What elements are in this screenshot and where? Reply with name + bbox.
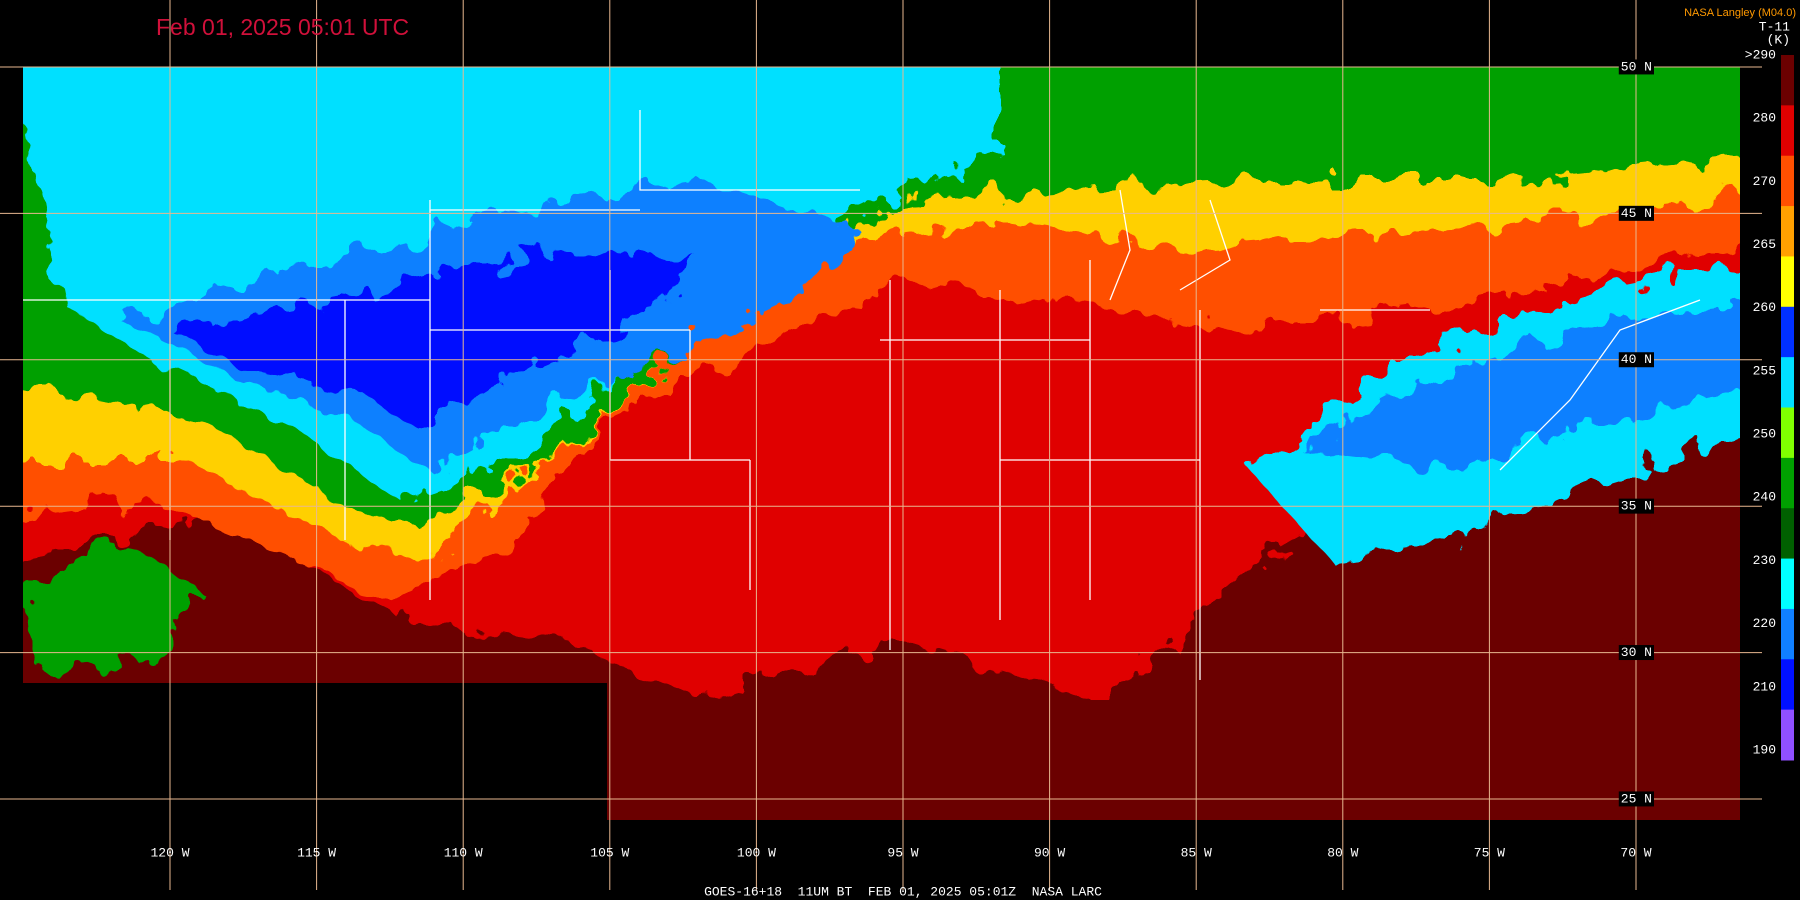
label-background bbox=[1618, 645, 1654, 661]
colorbar-label: 250 bbox=[1753, 427, 1776, 442]
colorbar-label: 240 bbox=[1753, 490, 1776, 505]
unit: (K) bbox=[1767, 32, 1790, 47]
product: T-11 bbox=[1759, 19, 1790, 34]
colorbar-segment bbox=[1781, 256, 1794, 308]
colorbar-label: 230 bbox=[1753, 553, 1776, 568]
longitude-label: 100 W bbox=[737, 845, 776, 860]
colorbar-label: 255 bbox=[1753, 363, 1776, 378]
colorbar-segment bbox=[1781, 206, 1794, 257]
latitude-label: 45 N bbox=[1621, 206, 1652, 221]
colorbar-segment bbox=[1781, 105, 1794, 157]
colorbar-segment bbox=[1781, 508, 1794, 560]
colorbar-segment bbox=[1781, 357, 1794, 408]
latitude-label: 50 N bbox=[1621, 59, 1652, 74]
colorbar-label: 270 bbox=[1753, 174, 1776, 189]
longitude-label: 90 W bbox=[1034, 845, 1065, 860]
colorbar-label: 260 bbox=[1753, 300, 1776, 315]
latitude-label: 25 N bbox=[1621, 791, 1652, 806]
longitude-label: 120 W bbox=[150, 845, 189, 860]
footer: GOES-16+18 11UM BT FEB 01, 2025 05:01Z N… bbox=[704, 884, 1102, 899]
colorbar-label: 265 bbox=[1753, 237, 1776, 252]
colorbar: >290 280 270 265 260 255 250 240 230 220 210 190 bbox=[1745, 47, 1794, 761]
latitude-label: 40 N bbox=[1621, 352, 1652, 367]
colorbar-segment bbox=[1781, 306, 1794, 358]
longitude-label: 115 W bbox=[297, 845, 336, 860]
label-background bbox=[1618, 352, 1654, 368]
longitude-label: 110 W bbox=[444, 845, 483, 860]
longitude-label: 105 W bbox=[590, 845, 629, 860]
label-background bbox=[1618, 59, 1654, 75]
label-background bbox=[1618, 498, 1654, 514]
latitude-label: 30 N bbox=[1621, 645, 1652, 660]
latitude-label: 35 N bbox=[1621, 499, 1652, 514]
colorbar-segment bbox=[1781, 155, 1794, 207]
colorbar-segment bbox=[1781, 558, 1794, 610]
longitude-label: 70 W bbox=[1620, 845, 1651, 860]
graticule: 120 W 115 W 110 W 105 W 100 W 95 W 90 W 85 W 80 … bbox=[0, 0, 1762, 890]
colorbar-segment bbox=[1781, 407, 1794, 459]
longitude-label: 85 W bbox=[1181, 845, 1212, 860]
credit: NASA Langley (M04.0) bbox=[1684, 7, 1796, 19]
colorbar-label: 220 bbox=[1753, 616, 1776, 631]
longitude-label: 95 W bbox=[887, 845, 918, 860]
colorbar-segment bbox=[1781, 709, 1794, 761]
colorbar-label: 280 bbox=[1753, 111, 1776, 126]
colorbar-label: 210 bbox=[1753, 679, 1776, 694]
colorbar-segment bbox=[1781, 608, 1794, 660]
longitude-label: 80 W bbox=[1327, 845, 1358, 860]
label-background bbox=[1618, 205, 1654, 221]
timestamp: Feb 01, 2025 05:01 UTC bbox=[156, 14, 409, 40]
colorbar-label: 190 bbox=[1753, 742, 1776, 757]
colorbar-segment bbox=[1781, 457, 1794, 509]
colorbar-segment bbox=[1781, 55, 1794, 106]
colorbar-segment bbox=[1781, 659, 1794, 711]
label-background bbox=[1618, 791, 1654, 807]
longitude-label: 75 W bbox=[1474, 845, 1505, 860]
colorbar-label: >290 bbox=[1745, 47, 1776, 62]
